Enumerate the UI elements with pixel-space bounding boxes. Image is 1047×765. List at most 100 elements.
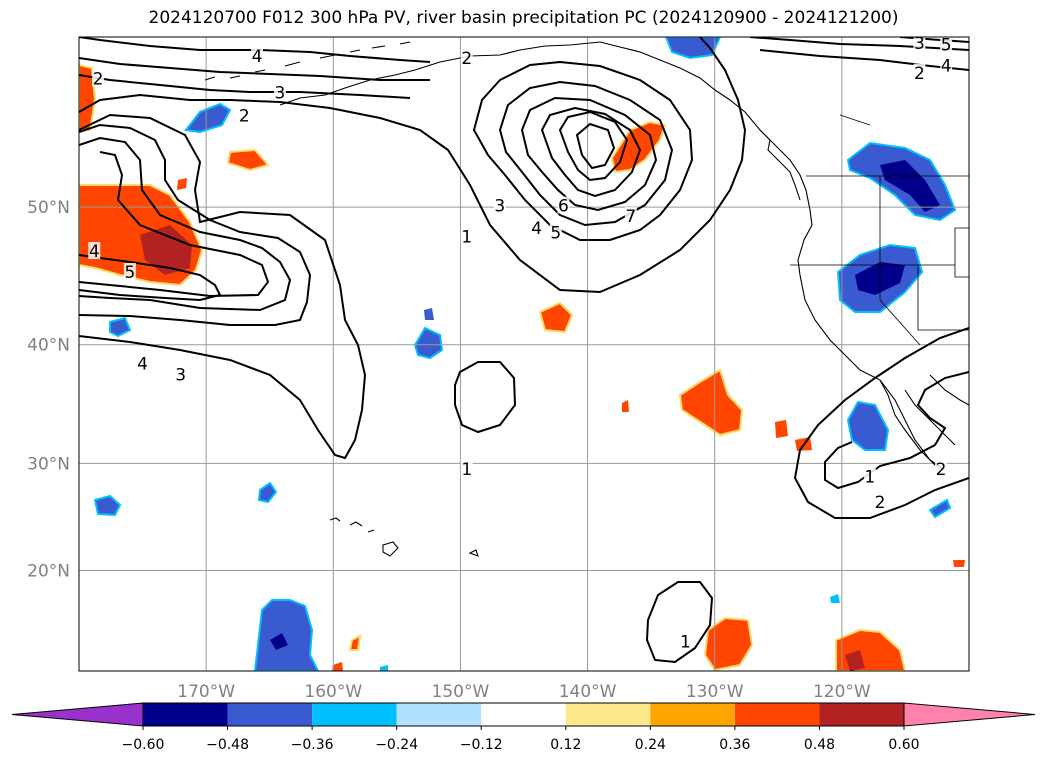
pv-contour-line <box>824 371 969 490</box>
longitude-tick-label: 170°W <box>177 682 235 702</box>
contour-label-background <box>935 459 948 477</box>
contour-label-background <box>92 69 105 87</box>
contour-label: 4 <box>89 242 100 262</box>
contour-label-background <box>940 37 953 53</box>
colorbar-segment <box>396 703 482 726</box>
us-west-coast <box>797 189 946 471</box>
colorbar: −0.60 −0.48 −0.36 −0.24 −0.12 0.12 0.24 0.36 0.4… <box>11 702 1036 753</box>
contour-label-background <box>624 207 637 225</box>
contour-label: 2 <box>461 49 472 69</box>
longitude-tick-label: 120°W <box>813 682 871 702</box>
pv-contour-line <box>498 80 674 227</box>
graticule <box>79 37 969 671</box>
political-borders <box>790 114 969 346</box>
contour-label-background <box>88 242 101 260</box>
colorbar-segment <box>650 703 735 726</box>
colorbar-tick-label: 0.48 <box>804 737 835 753</box>
pv-contour-line <box>454 361 517 434</box>
negative-anomaly-region <box>928 498 952 519</box>
contour-label: 2 <box>93 69 104 89</box>
contour-label-background <box>913 37 926 51</box>
pv-contour-line <box>79 74 411 99</box>
pv-contour-line <box>558 110 629 182</box>
contour-label: 2 <box>875 493 886 513</box>
negative-anomaly-region <box>253 599 320 671</box>
map-frame <box>78 36 970 672</box>
map-background <box>79 37 969 671</box>
colorbar-segment <box>819 703 904 726</box>
contour-label: 1 <box>461 228 472 248</box>
baja-california <box>879 379 956 471</box>
negative-anomaly-region <box>846 400 890 451</box>
contour-label-background <box>238 106 251 124</box>
contour-label-background <box>679 632 692 650</box>
negative-anomaly-region <box>184 102 232 134</box>
hawaii-islands <box>329 517 399 557</box>
negative-anomaly-region <box>109 316 132 338</box>
contour-label-background <box>123 263 136 281</box>
longitude-tick-label: 150°W <box>432 682 490 702</box>
pv-contour-line <box>520 96 658 212</box>
colorbar-segment <box>143 703 228 726</box>
contour-label: 5 <box>550 223 561 243</box>
colorbar-tick-label: −0.48 <box>206 737 249 753</box>
colorbar-tick-label: 0.12 <box>550 737 581 753</box>
colorbar-tick-label: 0.36 <box>719 737 750 753</box>
contour-label: 5 <box>941 36 952 56</box>
positive-anomaly-region <box>775 420 788 438</box>
pv-contour-line <box>79 254 222 302</box>
contour-label: 7 <box>625 207 636 227</box>
colorbar-tick-label: 0.60 <box>888 737 919 753</box>
pv-contours <box>79 37 969 664</box>
contour-label: 2 <box>936 460 947 480</box>
contour-label: 1 <box>864 468 875 488</box>
coastlines <box>204 41 969 557</box>
contour-label: 5 <box>124 263 135 283</box>
pv-contour-line <box>575 122 616 170</box>
pv-contour-line <box>79 136 292 312</box>
colorbar-segment <box>734 703 820 726</box>
contour-label: 1 <box>461 460 472 480</box>
contour-label: 6 <box>558 197 569 217</box>
latitude-tick-label: 20°N <box>27 562 70 582</box>
colorbar-extend-high <box>903 702 1036 727</box>
contour-label: 4 <box>137 354 148 374</box>
contour-label: 4 <box>941 56 952 76</box>
colorbar-tick-label: −0.12 <box>460 737 503 753</box>
british-columbia-coast <box>759 129 801 201</box>
negative-anomaly-region <box>413 326 444 360</box>
contour-label-background <box>460 48 473 66</box>
colorbar-segment <box>481 703 566 726</box>
pv-contour-line <box>79 57 430 81</box>
contour-label-background <box>460 459 473 477</box>
colorbar-segment <box>565 703 651 726</box>
colorbar-tick-label: 0.24 <box>635 737 666 753</box>
positive-anomaly-region <box>953 560 965 567</box>
longitude-tick-label: 130°W <box>686 682 744 702</box>
positive-anomaly-region <box>226 148 270 172</box>
contour-label-background <box>874 492 886 510</box>
colorbar-tick-label: −0.24 <box>375 737 418 753</box>
aleutian-islands <box>204 41 411 81</box>
contour-label-background <box>136 354 149 372</box>
contour-label-background <box>557 196 570 214</box>
strong-negative-anomaly-core <box>880 160 940 212</box>
pv-contour-line <box>79 151 270 298</box>
colorbar-extend-low <box>11 702 144 727</box>
contour-label: 3 <box>914 34 925 54</box>
contour-label-background <box>273 83 286 101</box>
positive-anomaly-region <box>177 178 187 190</box>
contour-label-background <box>940 56 953 74</box>
pv-contour-line <box>472 60 694 241</box>
pv-contour-line <box>645 581 714 664</box>
pv-contour-line <box>540 106 642 198</box>
negative-anomaly-region <box>93 494 122 517</box>
contour-label: 2 <box>914 64 925 84</box>
negative-anomaly-region <box>424 308 434 320</box>
strong-positive-anomaly-core <box>140 225 192 275</box>
longitude-tick-label: 160°W <box>304 682 362 702</box>
contour-label: 1 <box>680 632 691 652</box>
colorbar-segment <box>312 703 397 726</box>
